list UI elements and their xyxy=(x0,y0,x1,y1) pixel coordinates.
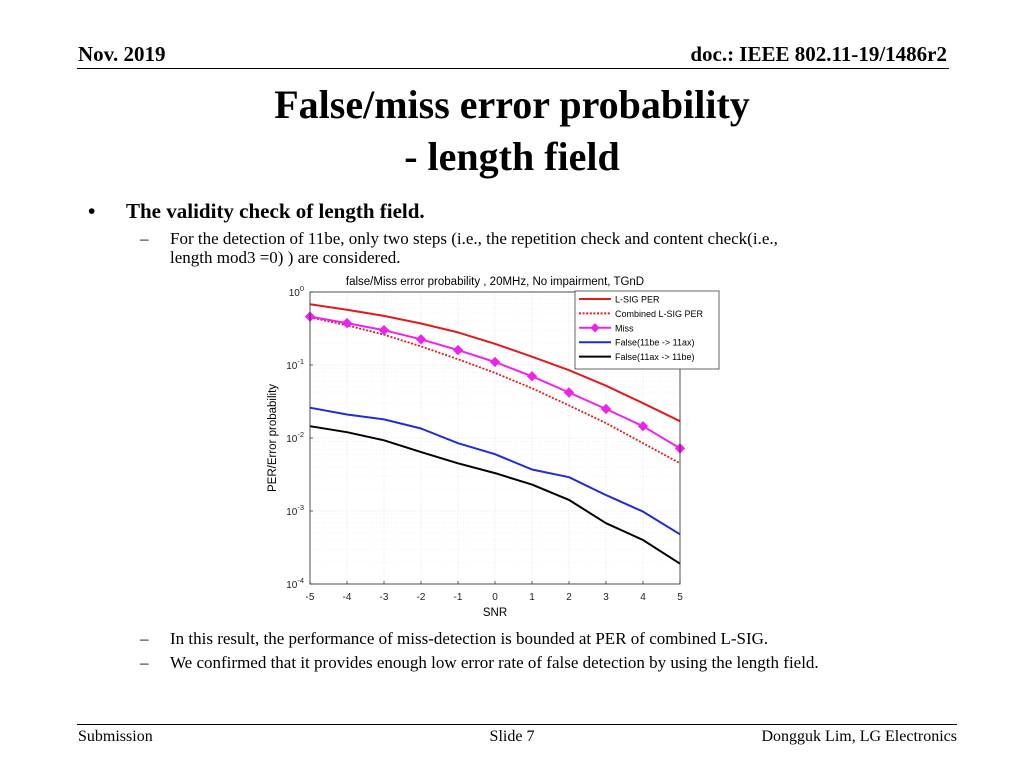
axis-ticks: -5 -4 -3 -2 -1 0 1 2 3 4 5 100 10-1 10-2 10-3 10-4 xyxy=(286,284,683,603)
x-tick-label: -2 xyxy=(417,592,426,603)
series-line xyxy=(309,316,681,465)
legend-label: False(11be -> 11ax) xyxy=(615,338,694,348)
series-line xyxy=(309,406,681,536)
x-axis-label: SNR xyxy=(483,607,507,619)
legend-label: False(11ax -> 11be) xyxy=(615,352,694,362)
legend-label: Miss xyxy=(615,323,634,333)
y-tick-label: 100 xyxy=(289,284,304,299)
x-tick-label: -1 xyxy=(454,592,463,603)
header-date: Nov. 2019 xyxy=(78,42,166,66)
series-marker xyxy=(341,317,353,329)
conclusion-dash-1: – xyxy=(140,629,149,648)
bullet-heading: The validity check of length field. xyxy=(126,199,425,223)
series-marker xyxy=(600,403,612,415)
header-doc-number: doc.: IEEE 802.11-19/1486r2 xyxy=(690,42,947,66)
conclusion-2: We confirmed that it provides enough low… xyxy=(170,653,819,672)
footer-author: Dongguk Lim, LG Electronics xyxy=(761,728,957,745)
x-tick-label: 2 xyxy=(566,592,572,603)
conclusion-1: In this result, the performance of miss-… xyxy=(170,629,769,648)
series-line xyxy=(309,303,681,423)
sub-bullet-line1: For the detection of 11be, only two step… xyxy=(170,229,778,248)
series-line xyxy=(309,425,681,565)
x-tick-label: -5 xyxy=(306,592,315,603)
footer-divider xyxy=(77,724,957,725)
legend-label: Combined L-SIG PER xyxy=(615,309,704,319)
legend-label: L-SIG PER xyxy=(615,295,660,305)
footer-submission: Submission xyxy=(78,728,153,745)
x-tick-label: 4 xyxy=(640,592,646,603)
series-marker xyxy=(563,387,575,398)
y-tick-label: 10-3 xyxy=(286,503,304,518)
x-tick-label: -3 xyxy=(380,592,389,603)
conclusion-dash-2: – xyxy=(140,653,149,672)
bullet-marker: • xyxy=(88,199,96,223)
x-tick-label: 1 xyxy=(529,592,535,603)
series-marker xyxy=(526,371,538,382)
sub-bullet-line2: length mod3 =0) ) are considered. xyxy=(170,248,401,267)
y-tick-label: 10-4 xyxy=(286,576,304,591)
y-axis-label: PER/Error probability xyxy=(267,384,279,492)
x-tick-label: 0 xyxy=(492,592,498,603)
footer-slide-number: Slide 7 xyxy=(489,728,535,745)
error-probability-chart: -5 -4 -3 -2 -1 0 1 2 3 4 5 100 10-1 10-2 10-3 10-4 fals… xyxy=(267,276,720,619)
x-tick-label: -4 xyxy=(343,592,352,603)
series-marker xyxy=(378,324,390,336)
x-tick-label: 5 xyxy=(677,592,683,603)
series-marker xyxy=(637,421,649,432)
legend-marker xyxy=(590,323,600,333)
y-tick-label: 10-1 xyxy=(286,357,304,372)
series-marker xyxy=(415,334,427,345)
series-marker xyxy=(489,356,501,368)
sub-bullet-dash: – xyxy=(140,229,149,248)
chart-title: false/Miss error probability , 20MHz, No… xyxy=(346,276,644,288)
series-marker xyxy=(452,344,464,356)
header-divider xyxy=(77,68,949,69)
y-tick-label: 10-2 xyxy=(286,430,304,445)
legend: L-SIG PER Combined L-SIG PER Miss False(11… xyxy=(574,290,720,370)
x-tick-label: 3 xyxy=(603,592,609,603)
slide-title-line1: False/miss error probability xyxy=(274,82,750,127)
slide-title-line2: - length field xyxy=(404,134,620,179)
series-layer xyxy=(304,303,686,565)
